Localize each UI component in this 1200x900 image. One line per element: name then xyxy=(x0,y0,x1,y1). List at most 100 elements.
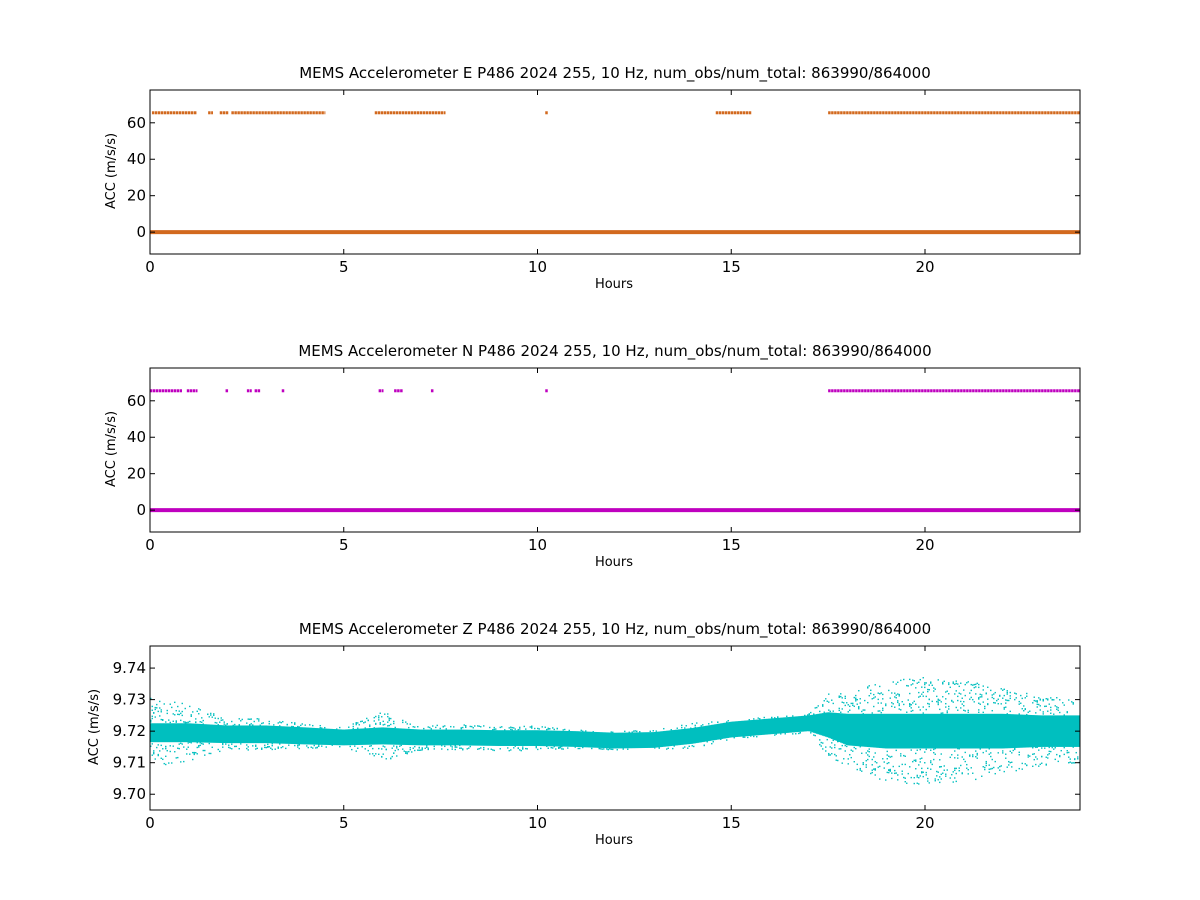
data-band-col xyxy=(706,725,709,742)
data-point xyxy=(916,782,918,784)
data-point xyxy=(508,749,510,752)
data-point xyxy=(373,716,375,719)
data-point xyxy=(942,111,945,115)
data-band-col xyxy=(464,729,467,746)
data-band-col xyxy=(959,713,962,749)
data-point xyxy=(882,698,884,700)
data-point xyxy=(1062,111,1065,115)
data-point xyxy=(187,111,191,115)
data-point xyxy=(957,757,959,759)
data-band-col xyxy=(236,725,239,744)
data-point xyxy=(898,695,900,697)
data-band-col xyxy=(922,713,925,749)
data-point xyxy=(916,776,918,778)
data-band-col xyxy=(302,727,305,745)
data-point xyxy=(912,760,914,763)
data-band-col xyxy=(1055,715,1058,747)
data-point xyxy=(249,111,252,115)
data-band-col xyxy=(949,713,952,749)
data-point xyxy=(744,736,746,738)
data-point xyxy=(180,712,182,715)
data-point xyxy=(582,730,584,732)
data-point xyxy=(835,759,837,761)
data-point xyxy=(963,111,966,115)
data-point xyxy=(306,745,308,747)
data-point xyxy=(979,696,981,698)
data-band-col xyxy=(844,713,847,745)
data-point xyxy=(375,715,377,718)
data-band-col xyxy=(916,713,919,749)
data-point xyxy=(1009,697,1011,700)
data-band-col xyxy=(803,715,806,732)
data-point xyxy=(168,389,171,393)
data-point xyxy=(189,705,191,708)
data-band-col xyxy=(356,728,359,746)
data-point xyxy=(969,698,971,700)
data-point xyxy=(159,715,161,717)
data-point xyxy=(531,726,533,728)
data-point xyxy=(933,751,935,754)
data-point xyxy=(940,773,942,776)
data-point xyxy=(1059,755,1061,758)
data-band-col xyxy=(274,725,277,744)
data-point xyxy=(895,697,897,699)
data-point xyxy=(894,772,896,775)
data-point xyxy=(253,720,255,723)
data-point xyxy=(633,730,635,732)
data-band-col xyxy=(275,725,278,744)
data-point xyxy=(375,722,377,725)
data-band-col xyxy=(946,713,949,749)
data-point xyxy=(190,714,192,716)
data-point xyxy=(907,699,909,701)
data-point xyxy=(870,689,872,692)
data-point xyxy=(916,749,918,751)
data-band-col xyxy=(449,729,452,746)
data-band-col xyxy=(937,713,940,749)
data-band-col xyxy=(620,732,623,749)
data-band-col xyxy=(359,728,362,745)
data-point xyxy=(256,718,258,720)
data-point xyxy=(1023,111,1026,115)
data-band-col xyxy=(892,713,895,749)
data-point xyxy=(1014,111,1017,115)
data-point xyxy=(909,705,911,707)
data-point xyxy=(969,754,971,756)
data-point xyxy=(437,111,441,115)
data-point xyxy=(294,722,296,724)
data-point xyxy=(375,753,377,755)
data-point xyxy=(954,111,957,115)
data-band-col xyxy=(940,713,943,749)
data-point xyxy=(1032,765,1034,768)
data-band-col xyxy=(776,717,779,734)
data-point xyxy=(1033,699,1035,702)
data-point xyxy=(964,751,966,754)
data-point xyxy=(414,749,416,752)
data-point xyxy=(844,750,846,752)
data-band-col xyxy=(436,729,439,746)
data-band-col xyxy=(983,713,986,749)
data-point xyxy=(150,721,152,723)
data-band-col xyxy=(802,715,805,732)
data-band-col xyxy=(544,730,547,747)
data-band-col xyxy=(542,730,545,747)
data-point xyxy=(441,748,443,750)
data-band-col xyxy=(472,729,475,746)
data-point xyxy=(981,694,983,696)
data-band-col xyxy=(925,713,928,749)
data-band-col xyxy=(956,713,959,749)
data-point xyxy=(369,725,371,728)
data-point xyxy=(580,729,582,732)
data-point xyxy=(219,111,223,115)
data-band-col xyxy=(974,713,977,749)
data-point xyxy=(499,748,501,750)
data-point xyxy=(897,779,899,781)
data-point xyxy=(922,695,924,697)
data-point xyxy=(222,111,226,115)
data-point xyxy=(963,700,965,703)
data-point xyxy=(154,708,156,711)
data-point xyxy=(903,111,906,115)
data-point xyxy=(315,111,318,115)
data-point xyxy=(865,752,867,754)
data-point xyxy=(462,748,464,750)
data-point xyxy=(255,744,257,746)
